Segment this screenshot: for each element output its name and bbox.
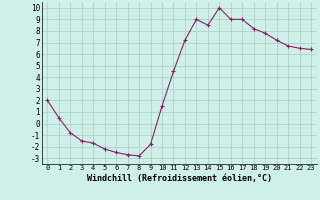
X-axis label: Windchill (Refroidissement éolien,°C): Windchill (Refroidissement éolien,°C) <box>87 174 272 183</box>
